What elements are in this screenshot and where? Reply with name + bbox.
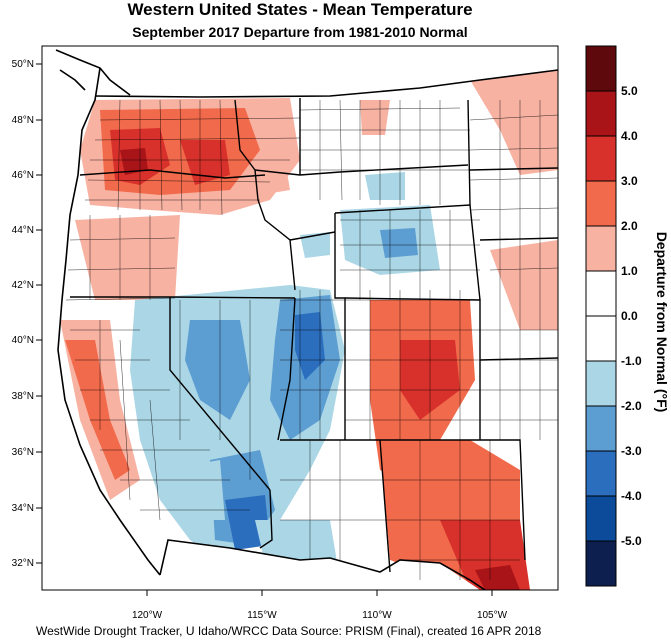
lon-tick-label: 110°W <box>362 610 392 621</box>
lon-tick-label: 120°W <box>132 610 163 621</box>
legend-swatch <box>585 495 617 542</box>
latitude-axis: 50°N 48°N 46°N 44°N 42°N 40°N 38°N 36°N … <box>12 59 42 569</box>
legend-swatch <box>585 45 617 92</box>
legend-tick-label: 2.0 <box>621 219 638 233</box>
legend-swatch <box>585 540 617 587</box>
lat-tick-label: 42°N <box>12 280 34 291</box>
legend-tick-label: -4.0 <box>621 489 642 503</box>
lat-tick-label: 48°N <box>12 115 34 126</box>
legend-tick-label: 1.0 <box>621 264 638 278</box>
map-area <box>42 46 558 590</box>
legend-swatch <box>585 135 617 182</box>
legend-tick-label: -5.0 <box>621 534 642 548</box>
pacific-ocean <box>42 46 160 590</box>
legend-labels: 5.0 4.0 3.0 2.0 1.0 0.0 -1.0 -2.0 -3.0 -4.0 -5.0 <box>621 84 642 548</box>
canada <box>42 46 558 97</box>
lat-tick-label: 44°N <box>12 225 34 236</box>
legend-colorbar <box>585 45 617 587</box>
legend-swatch <box>585 450 617 497</box>
legend-swatch <box>585 360 617 407</box>
longitude-axis: 120°W 115°W 110°W 105°W <box>132 590 508 621</box>
legend-tick-label: 5.0 <box>621 84 638 98</box>
coastline <box>55 49 558 590</box>
lat-tick-label: 46°N <box>12 170 34 181</box>
legend-tick-label: -3.0 <box>621 444 642 458</box>
footer-credit: WestWide Drought Tracker, U Idaho/WRCC D… <box>36 624 542 638</box>
lat-tick-label: 34°N <box>12 503 34 514</box>
legend-tick-label: 4.0 <box>621 129 638 143</box>
lon-tick-label: 115°W <box>247 610 277 621</box>
legend-swatch <box>585 405 617 452</box>
legend-swatch <box>585 270 617 317</box>
legend-tick-label: 3.0 <box>621 174 638 188</box>
legend-swatch <box>585 90 617 137</box>
lat-tick-label: 50°N <box>12 59 34 70</box>
lat-tick-label: 38°N <box>12 391 34 402</box>
state-boundaries <box>70 98 558 573</box>
legend-tick-label: -1.0 <box>621 354 642 368</box>
legend-swatch <box>585 180 617 227</box>
lat-tick-label: 40°N <box>12 335 34 346</box>
lat-tick-label: 36°N <box>12 447 34 458</box>
map-frame <box>41 45 559 591</box>
lon-tick-label: 105°W <box>477 610 508 621</box>
map-subtitle: September 2017 Departure from 1981-2010 … <box>132 24 468 40</box>
mexico <box>160 540 480 590</box>
legend-tick-label: -2.0 <box>621 399 642 413</box>
legend-swatch <box>585 315 617 362</box>
legend-swatch <box>585 225 617 272</box>
legend-title: Departure from Normal (°F) <box>654 232 670 413</box>
lat-tick-label: 32°N <box>12 558 34 569</box>
legend-tick-label: 0.0 <box>621 309 638 323</box>
map-title: Western United States - Mean Temperature <box>127 0 473 19</box>
